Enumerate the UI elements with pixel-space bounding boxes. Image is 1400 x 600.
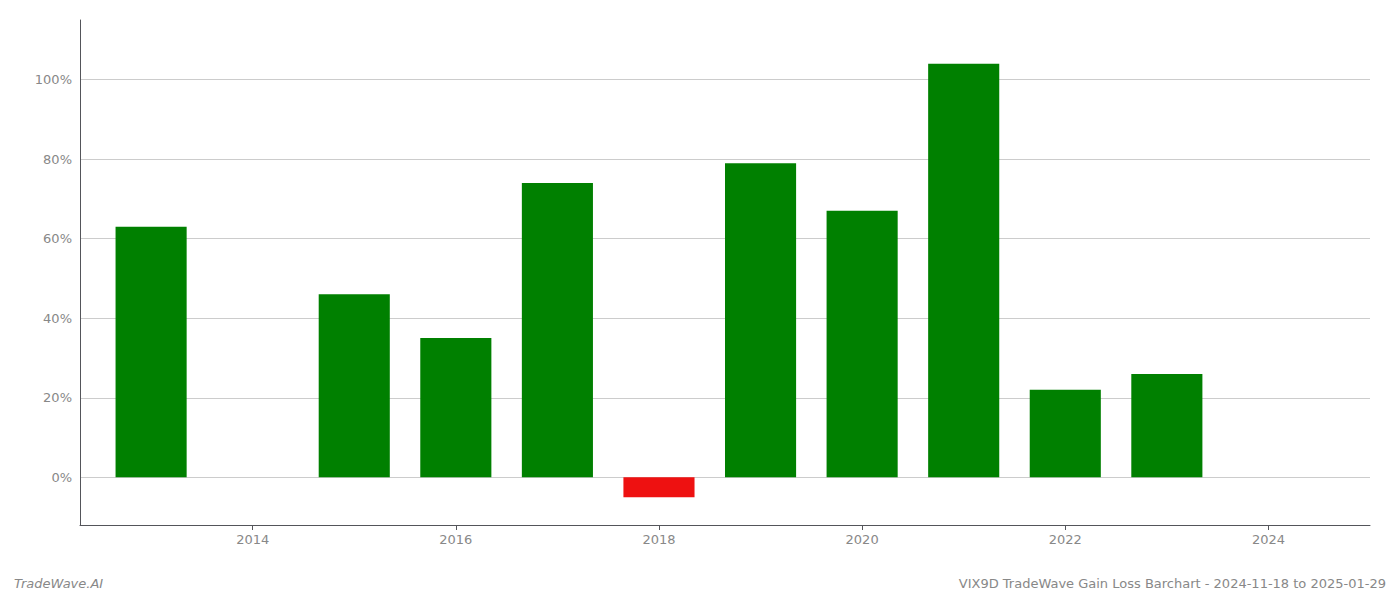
svg-text:20%: 20% [43, 390, 72, 405]
svg-text:100%: 100% [35, 72, 72, 87]
svg-text:80%: 80% [43, 152, 72, 167]
svg-text:2024: 2024 [1252, 532, 1285, 547]
svg-text:40%: 40% [43, 311, 72, 326]
svg-text:2018: 2018 [642, 532, 675, 547]
svg-text:2022: 2022 [1049, 532, 1082, 547]
svg-text:60%: 60% [43, 231, 72, 246]
svg-text:TradeWave.AI: TradeWave.AI [14, 576, 103, 591]
svg-text:0%: 0% [51, 470, 72, 485]
svg-text:2014: 2014 [236, 532, 269, 547]
svg-text:2020: 2020 [846, 532, 879, 547]
svg-text:VIX9D TradeWave Gain Loss Barc: VIX9D TradeWave Gain Loss Barchart - 202… [959, 576, 1386, 591]
svg-text:2016: 2016 [439, 532, 472, 547]
